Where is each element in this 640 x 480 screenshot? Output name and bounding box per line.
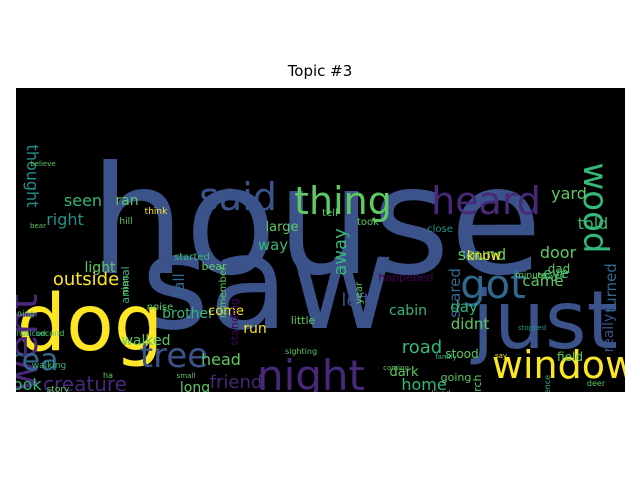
word-tell: tell (322, 208, 338, 219)
word-year: year (354, 281, 365, 304)
word-deer: deer (587, 379, 606, 388)
word-moved: moved (537, 271, 564, 280)
word-coming: coming (383, 364, 409, 372)
word-sound: sound (458, 245, 507, 264)
word-happened: happened (378, 271, 433, 284)
word-night: night (257, 351, 365, 392)
word-ha: ha (103, 371, 113, 380)
word-come: come (208, 304, 244, 319)
word-believe: believe (30, 160, 55, 168)
word-going: going (441, 371, 472, 384)
word-saw: saw (141, 207, 395, 359)
word-ran: ran (115, 193, 138, 209)
word-creature: creature (43, 372, 127, 392)
word-eye: eye (543, 266, 569, 282)
word-close: close (427, 224, 453, 235)
word-just: just (470, 274, 618, 367)
word-know: know (467, 249, 502, 264)
word-outside: outside (53, 269, 119, 290)
word-away: away (330, 228, 351, 276)
word-came: came (522, 272, 563, 290)
word-animal: animal (119, 266, 132, 303)
word-lived: lived (431, 389, 450, 392)
word-look: look (16, 375, 42, 392)
word-bear: bear (30, 222, 46, 230)
word-stood: stood (445, 347, 478, 361)
word-bear: bear (201, 260, 226, 273)
word-cloud: house saw dog just night window said thing heard… (16, 88, 625, 392)
word-scared: scared (446, 268, 464, 318)
word-stopped: stopped (518, 324, 546, 332)
word-fence: fence (543, 375, 552, 392)
cloud-background (16, 88, 625, 392)
word-house: house (90, 135, 542, 309)
word-hill: hill (119, 217, 132, 227)
word-yard: yard (551, 184, 587, 203)
word-way: way (258, 236, 288, 254)
word-said: said (199, 175, 277, 219)
word-noticed: noticed (16, 329, 46, 338)
word-long: long (180, 380, 210, 392)
word-tall: tall (170, 273, 188, 296)
word-door: door (540, 243, 577, 262)
word-road: road (402, 337, 442, 358)
chart-title: Topic #3 (287, 62, 353, 80)
word-tree: tree (140, 336, 208, 376)
word-seen: seen (64, 191, 102, 210)
word-running: running (16, 309, 34, 318)
word-man: man (121, 275, 131, 295)
word-left: left (341, 290, 370, 311)
word-think: think (145, 207, 168, 217)
word-friend: friend (210, 372, 263, 392)
word-day: day (450, 298, 478, 316)
word-really: really (601, 314, 617, 353)
word-home: home (401, 375, 446, 392)
word-thought: thought (23, 145, 42, 208)
word-didnt: didnt (451, 315, 490, 333)
word-got: got (460, 262, 526, 308)
word-dog: dog (17, 279, 164, 369)
word-went: went (16, 294, 47, 392)
word-area: area (16, 343, 58, 378)
word-second: second (36, 329, 65, 338)
word-minute: minute (515, 271, 547, 281)
word-walking: walking (32, 361, 67, 371)
word-sighting: sighting (285, 347, 317, 356)
word-cabin: cabin (389, 303, 427, 319)
word-remember: remember (218, 265, 229, 318)
word-started: started (174, 252, 210, 263)
word-turned: turned (602, 263, 620, 313)
word-small: small (177, 372, 196, 380)
word-standing: standing (228, 298, 241, 346)
word-heard: heard (431, 179, 541, 223)
word-wood: wood (575, 163, 615, 254)
word-say: say (495, 352, 507, 360)
word-thing: thing (294, 179, 392, 223)
word-large: large (266, 220, 299, 235)
word-noise: noise (147, 302, 174, 313)
word-brother: brother (162, 306, 214, 322)
word-walked: walked (121, 333, 170, 349)
word-dad: dad (548, 262, 571, 276)
word-dark: dark (389, 365, 419, 380)
word-right: right (46, 210, 84, 229)
word-family: family (435, 353, 457, 361)
word-light: light (84, 260, 116, 276)
word-porch: porch (471, 374, 484, 392)
word-told: told (578, 214, 609, 233)
word-field: field (557, 350, 583, 364)
word-window: window (492, 343, 625, 387)
word-head: head (201, 350, 241, 369)
word-story: story (47, 385, 70, 392)
word-run: run (243, 321, 267, 337)
word-little: little (291, 314, 316, 327)
word-took: took (357, 217, 379, 228)
